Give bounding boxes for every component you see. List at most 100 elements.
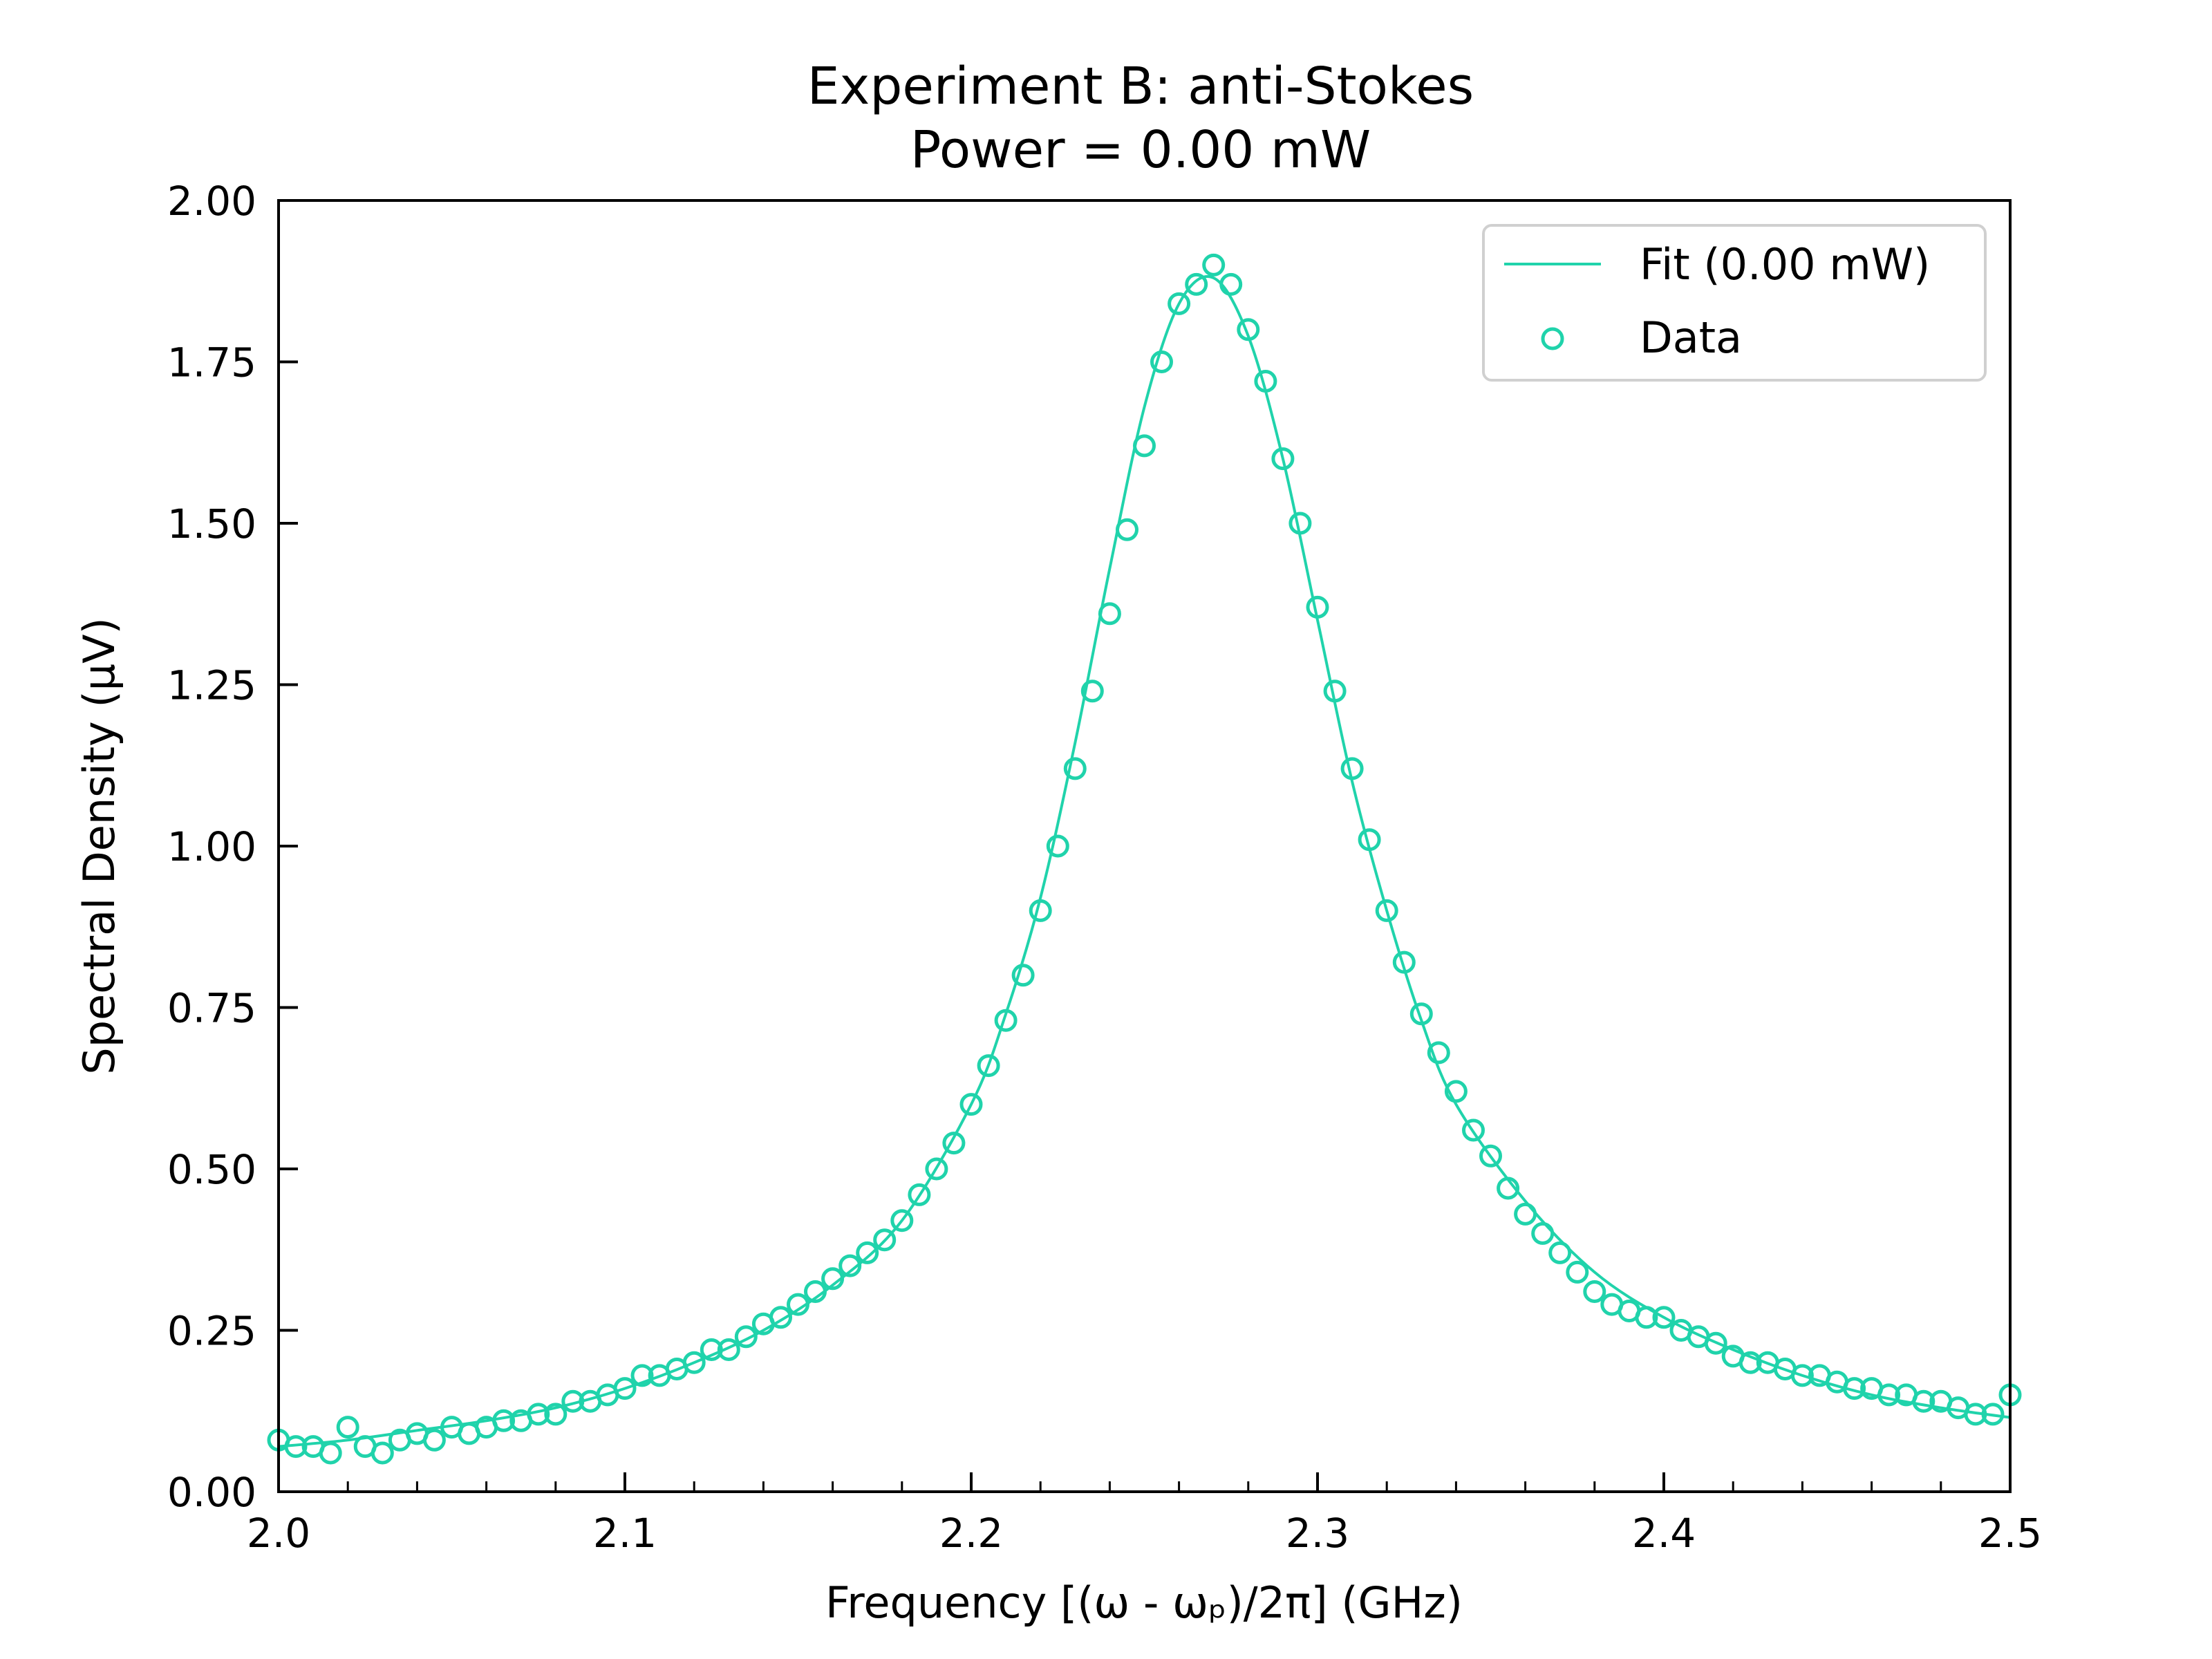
data-point bbox=[561, 1389, 585, 1413]
data-point bbox=[422, 1428, 446, 1452]
data-point bbox=[1843, 1377, 1866, 1400]
data-point bbox=[925, 1157, 948, 1181]
data-point bbox=[371, 1441, 394, 1465]
data-point bbox=[1964, 1403, 1987, 1426]
x-tick-label: 2.4 bbox=[1632, 1510, 1696, 1557]
data-point bbox=[890, 1209, 914, 1232]
y-tick-label: 1.25 bbox=[167, 662, 256, 709]
legend-fit-label: Fit (0.00 mW) bbox=[1640, 239, 1930, 290]
data-point bbox=[1098, 602, 1121, 626]
x-tick-label: 2.3 bbox=[1286, 1510, 1349, 1557]
x-tick-label: 2.2 bbox=[939, 1510, 1003, 1557]
data-point bbox=[1790, 1364, 1814, 1387]
data-point bbox=[787, 1293, 809, 1316]
data-point bbox=[1877, 1383, 1901, 1407]
data-point bbox=[717, 1338, 740, 1361]
data-point bbox=[544, 1403, 568, 1426]
data-point bbox=[1340, 757, 1364, 780]
data-point bbox=[1306, 595, 1329, 619]
data-point bbox=[838, 1254, 862, 1277]
legend-box bbox=[1482, 224, 1987, 382]
data-point bbox=[1271, 447, 1295, 471]
data-point bbox=[1063, 757, 1087, 780]
y-tick-label: 0.25 bbox=[167, 1308, 256, 1355]
y-axis-label: Spectral Density (μV) bbox=[74, 617, 124, 1074]
data-point bbox=[1462, 1118, 1485, 1142]
data-point bbox=[1652, 1306, 1676, 1329]
data-point bbox=[1479, 1144, 1502, 1168]
data-point bbox=[336, 1416, 359, 1439]
y-tick-label: 0.75 bbox=[167, 985, 256, 1032]
x-tick-label: 2.1 bbox=[593, 1510, 657, 1557]
y-tick-label: 0.00 bbox=[167, 1469, 256, 1516]
data-point bbox=[492, 1409, 516, 1432]
x-tick-label: 2.0 bbox=[247, 1510, 310, 1557]
data-point bbox=[804, 1280, 827, 1303]
data-point bbox=[1531, 1221, 1555, 1245]
data-point bbox=[1358, 828, 1381, 852]
chart-title: Experiment B: anti-Stokes bbox=[807, 57, 1474, 116]
data-point bbox=[1219, 272, 1243, 296]
data-point bbox=[1116, 518, 1138, 541]
y-tick-label: 1.00 bbox=[167, 823, 256, 870]
data-point bbox=[1514, 1202, 1537, 1226]
data-point bbox=[1704, 1331, 1727, 1355]
data-point bbox=[1635, 1306, 1658, 1329]
data-point bbox=[873, 1228, 897, 1252]
y-tick-label: 1.50 bbox=[167, 500, 256, 547]
legend-data-label: Data bbox=[1640, 312, 1742, 363]
data-point bbox=[821, 1267, 845, 1291]
data-point bbox=[1029, 899, 1052, 922]
data-point bbox=[319, 1441, 342, 1465]
data-point bbox=[1912, 1389, 1936, 1413]
data-point bbox=[1444, 1080, 1468, 1103]
data-point bbox=[1185, 272, 1208, 296]
data-point bbox=[1011, 964, 1035, 987]
data-point bbox=[856, 1241, 879, 1264]
chart-subtitle: Power = 0.00 mW bbox=[910, 120, 1371, 180]
legend-data-marker-swatch bbox=[1541, 327, 1564, 350]
plot-area bbox=[267, 253, 2022, 1465]
data-point bbox=[527, 1403, 550, 1426]
data-point bbox=[1375, 899, 1398, 922]
data-point bbox=[769, 1306, 792, 1329]
data-point bbox=[994, 1009, 1018, 1032]
data-point bbox=[1288, 512, 1312, 535]
data-point bbox=[613, 1377, 637, 1400]
data-point bbox=[1497, 1177, 1520, 1200]
data-point bbox=[1392, 950, 1416, 974]
data-point bbox=[1080, 679, 1104, 703]
axis-ticks: 2.0 2.1 2.2 2.3 2.4 2.5 0.00 0.25 0.50 0.75 1.00 1.… bbox=[167, 178, 2042, 1557]
data-point bbox=[1981, 1403, 2005, 1426]
data-point bbox=[959, 1093, 983, 1116]
data-point bbox=[1427, 1041, 1450, 1065]
axes-frame bbox=[277, 199, 2012, 1493]
data-point bbox=[1168, 292, 1191, 315]
y-tick-label: 0.50 bbox=[167, 1146, 256, 1193]
data-point bbox=[908, 1183, 931, 1206]
y-tick-label: 1.75 bbox=[167, 339, 256, 386]
x-tick-label: 2.5 bbox=[1978, 1510, 2042, 1557]
legend: Fit (0.00 mW) Data bbox=[1482, 224, 1987, 382]
data-point bbox=[284, 1435, 308, 1459]
data-point bbox=[1583, 1280, 1606, 1303]
data-point bbox=[700, 1338, 723, 1361]
data-point bbox=[1046, 834, 1069, 858]
data-point bbox=[630, 1364, 654, 1387]
data-point bbox=[1566, 1260, 1589, 1284]
y-tick-label: 2.00 bbox=[167, 178, 256, 225]
data-point bbox=[682, 1351, 706, 1374]
data-point bbox=[1409, 1002, 1433, 1026]
data-point bbox=[1738, 1351, 1762, 1374]
data-point bbox=[1237, 318, 1260, 341]
data-point bbox=[1323, 679, 1347, 703]
fit-line bbox=[278, 275, 2011, 1448]
x-axis-label: Frequency [(ω - ωₚ)/2π] (GHz) bbox=[825, 1577, 1463, 1628]
data-point bbox=[942, 1132, 966, 1155]
data-point bbox=[977, 1054, 1000, 1078]
data-point bbox=[1254, 370, 1277, 393]
data-point bbox=[1548, 1241, 1572, 1264]
data-point bbox=[1150, 350, 1173, 373]
data-point bbox=[1133, 434, 1156, 458]
